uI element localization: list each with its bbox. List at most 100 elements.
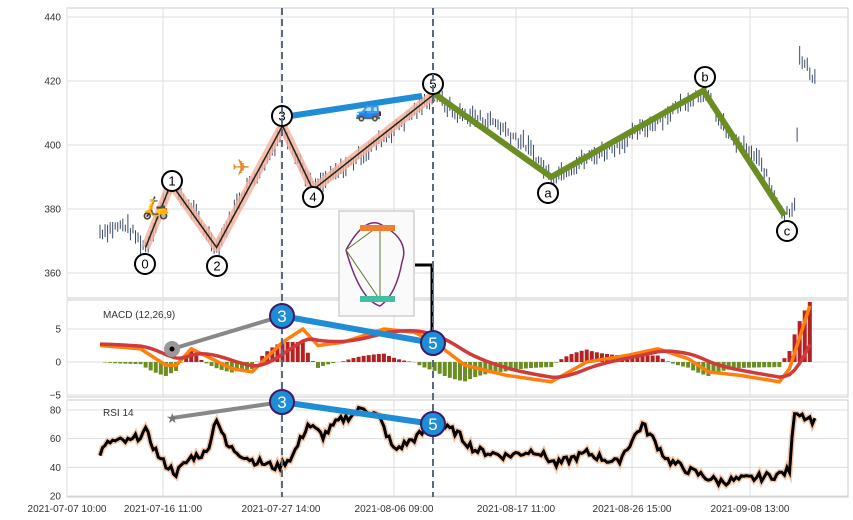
macd-histogram-bar xyxy=(331,362,336,364)
divergence-label-circle xyxy=(420,330,446,356)
macd-histogram-bar xyxy=(782,358,787,362)
inset-train-bottom xyxy=(360,296,395,302)
macd-histogram-bar xyxy=(665,361,670,362)
macd-histogram-bar xyxy=(290,342,295,362)
macd-histogram-bar xyxy=(660,358,665,362)
macd-histogram-bar xyxy=(752,362,757,368)
macd-histogram-bar xyxy=(310,361,315,362)
wave-label-circle xyxy=(271,105,293,127)
impulse-wave-line xyxy=(144,93,436,249)
correction-wave-line xyxy=(432,86,787,218)
rsi-y-tick-label: 80 xyxy=(50,406,62,417)
macd-histogram-bar xyxy=(113,362,118,364)
macd-histogram-bar xyxy=(341,361,346,362)
macd-histogram-bar xyxy=(108,362,113,363)
macd-histogram-bar xyxy=(381,353,386,362)
wave-label: 1 xyxy=(168,174,175,189)
macd-histogram-bar xyxy=(523,362,528,369)
divergence-label-circle xyxy=(269,303,295,329)
macd-histogram-bar xyxy=(675,362,680,366)
wave-label: a xyxy=(544,186,552,201)
macd-histogram-bar xyxy=(584,349,589,362)
macd-line xyxy=(99,305,812,384)
macd-histogram-bar xyxy=(518,362,523,369)
macd-histogram-bar xyxy=(599,353,604,362)
macd-histogram-bar xyxy=(422,362,427,368)
rsi-y-tick-label: 20 xyxy=(50,492,62,503)
rsi-divergence-line xyxy=(281,399,434,427)
macd-histogram-bar xyxy=(275,344,280,362)
divergence-label-circle xyxy=(269,389,295,415)
macd-histogram-bar xyxy=(544,362,549,368)
price-panel xyxy=(66,7,849,299)
macd-histogram-bar xyxy=(163,362,168,376)
divergence-label-circle xyxy=(420,411,446,437)
macd-histogram-bar xyxy=(402,360,407,362)
price-y-tick-label: 400 xyxy=(44,141,61,152)
macd-divergence-dot xyxy=(169,346,175,352)
x-tick-label: 2021-08-26 15:00 xyxy=(593,504,672,515)
macd-histogram-bar xyxy=(219,362,224,370)
macd-histogram-bar xyxy=(554,362,559,363)
macd-histogram-bar xyxy=(392,357,397,362)
rsi-divergence-star: ★ xyxy=(166,410,179,426)
macd-histogram-bar xyxy=(559,359,564,362)
macd-histogram-bar xyxy=(184,355,189,362)
macd-histogram-bar xyxy=(681,362,686,367)
wave-label-circle xyxy=(537,182,559,204)
car-icon: 🚙 xyxy=(355,98,382,123)
macd-y-tick-label: 5 xyxy=(55,325,61,336)
macd-histogram-bar xyxy=(123,362,128,364)
scooter-icon: 🛵 xyxy=(142,195,169,221)
macd-histogram-bar xyxy=(128,362,133,364)
macd-histogram-bar xyxy=(239,362,244,371)
price-y-tick-label: 420 xyxy=(44,77,61,88)
macd-histogram-bar xyxy=(686,362,691,368)
macd-histogram-bar xyxy=(767,362,772,368)
macd-histogram-bar xyxy=(326,362,331,365)
macd-histogram-bar xyxy=(539,362,544,368)
macd-histogram-bar xyxy=(305,352,310,362)
macd-histogram-bar xyxy=(468,362,473,379)
macd-histogram-bar xyxy=(635,355,640,362)
macd-histogram-bar xyxy=(316,362,321,368)
x-tick-label: 2021-08-17 11:00 xyxy=(477,504,556,515)
divergence-label: 5 xyxy=(428,334,437,353)
macd-histogram-bar xyxy=(194,355,199,362)
macd-histogram-bar xyxy=(427,362,432,370)
price-y-tick-label: 360 xyxy=(44,269,61,280)
macd-histogram-bar xyxy=(670,362,675,364)
macd-histogram-bar xyxy=(589,351,594,362)
macd-label: MACD (12,26,9) xyxy=(103,310,175,321)
macd-histogram-bar xyxy=(143,362,148,368)
inset-train-top xyxy=(360,225,395,231)
price-y-tick-label: 440 xyxy=(44,13,61,24)
macd-histogram-bar xyxy=(741,362,746,368)
macd-histogram-bar xyxy=(447,362,452,378)
macd-histogram-bar xyxy=(574,352,579,362)
divergence-label: 5 xyxy=(428,415,437,434)
macd-histogram-bar xyxy=(417,362,422,366)
x-tick-label: 2021-07-07 10:00 xyxy=(28,504,107,515)
macd-histogram-bar xyxy=(452,362,457,380)
macd-histogram-bar xyxy=(234,362,239,372)
macd-histogram-bar xyxy=(321,362,326,366)
macd-histogram-bar xyxy=(513,362,518,370)
x-tick-label: 2021-07-27 14:00 xyxy=(242,504,321,515)
macd-histogram-bar xyxy=(386,355,391,362)
macd-y-tick-label: 0 xyxy=(55,358,61,369)
rsi-line xyxy=(98,405,817,489)
macd-histogram-bar xyxy=(300,342,305,362)
macd-histogram-bar xyxy=(351,357,356,362)
macd-histogram-bar xyxy=(650,355,655,362)
wave-label-circle xyxy=(776,220,798,242)
wave-label: 4 xyxy=(309,190,316,205)
divergence-label: 3 xyxy=(277,307,286,326)
airplane-icon: ✈ xyxy=(232,156,250,181)
macd-histogram-bar xyxy=(645,355,650,362)
macd-histogram-bar xyxy=(148,362,153,371)
macd-histogram-bar xyxy=(772,362,777,368)
rsi-label: RSI 14 xyxy=(103,408,134,419)
macd-histogram-bar xyxy=(640,355,645,362)
